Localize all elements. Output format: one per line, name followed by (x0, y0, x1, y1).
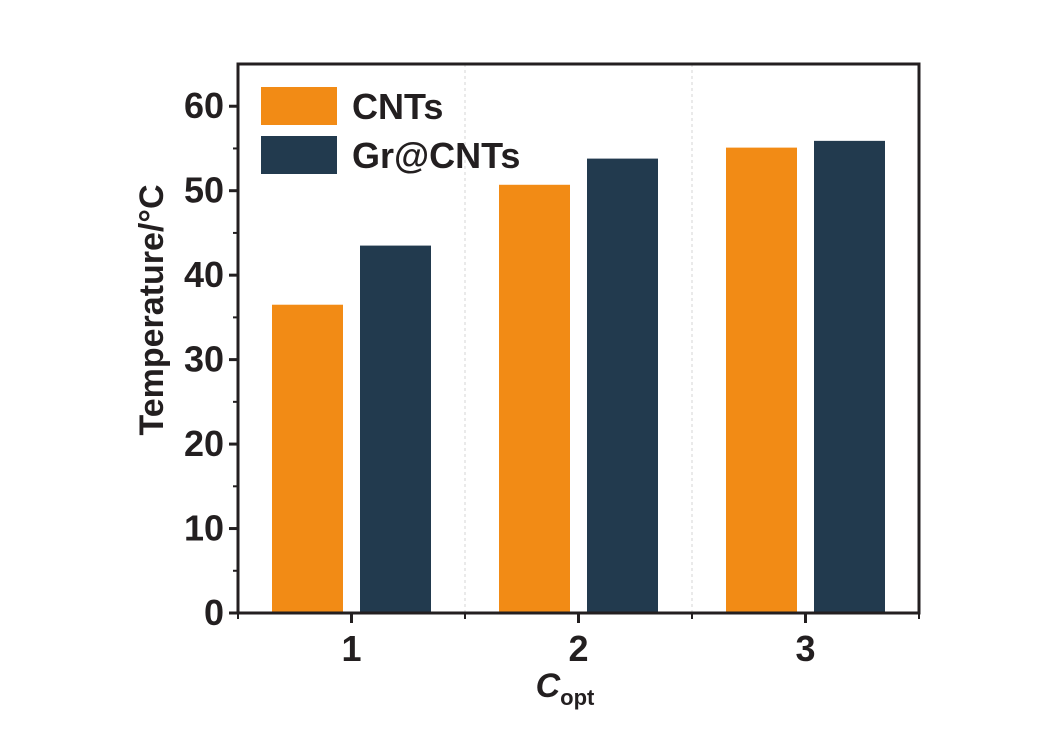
bar-cnts-1 (272, 304, 343, 613)
bar-cnts-3 (726, 147, 797, 613)
x-axis-title-main: C (536, 667, 561, 705)
legend-label-gr-cnts: Gr@CNTs (352, 135, 520, 176)
bar-gr-cnts-2 (587, 158, 658, 613)
bar-gr-cnts-1 (360, 245, 431, 614)
x-tick-label: 1 (341, 628, 361, 669)
y-axis: 0 10 20 30 40 50 60 (184, 85, 238, 633)
legend: CNTs Gr@CNTs (261, 86, 520, 176)
x-axis-title-sub: opt (560, 685, 595, 710)
x-tick-label: 3 (795, 628, 815, 669)
x-axis: 1 2 3 (237, 613, 920, 669)
bar-gr-cnts-3 (814, 140, 885, 614)
y-tick-label: 50 (184, 170, 224, 211)
grid-layer (464, 64, 693, 613)
x-axis-title: Copt (536, 667, 595, 710)
bars-layer (272, 140, 885, 614)
legend-swatch-cnts (261, 87, 337, 125)
y-tick-label: 0 (204, 592, 224, 633)
y-axis-title: Temperature/°C (133, 184, 171, 435)
y-tick-label: 30 (184, 339, 224, 380)
plot-background (238, 64, 919, 613)
y-tick-label: 20 (184, 423, 224, 464)
y-tick-label: 60 (184, 85, 224, 126)
y-tick-label: 10 (184, 508, 224, 549)
x-tick-label: 2 (568, 628, 588, 669)
legend-label-cnts: CNTs (352, 86, 443, 127)
bar-cnts-2 (499, 184, 570, 613)
y-tick-label: 40 (184, 254, 224, 295)
legend-swatch-gr-cnts (261, 136, 337, 174)
